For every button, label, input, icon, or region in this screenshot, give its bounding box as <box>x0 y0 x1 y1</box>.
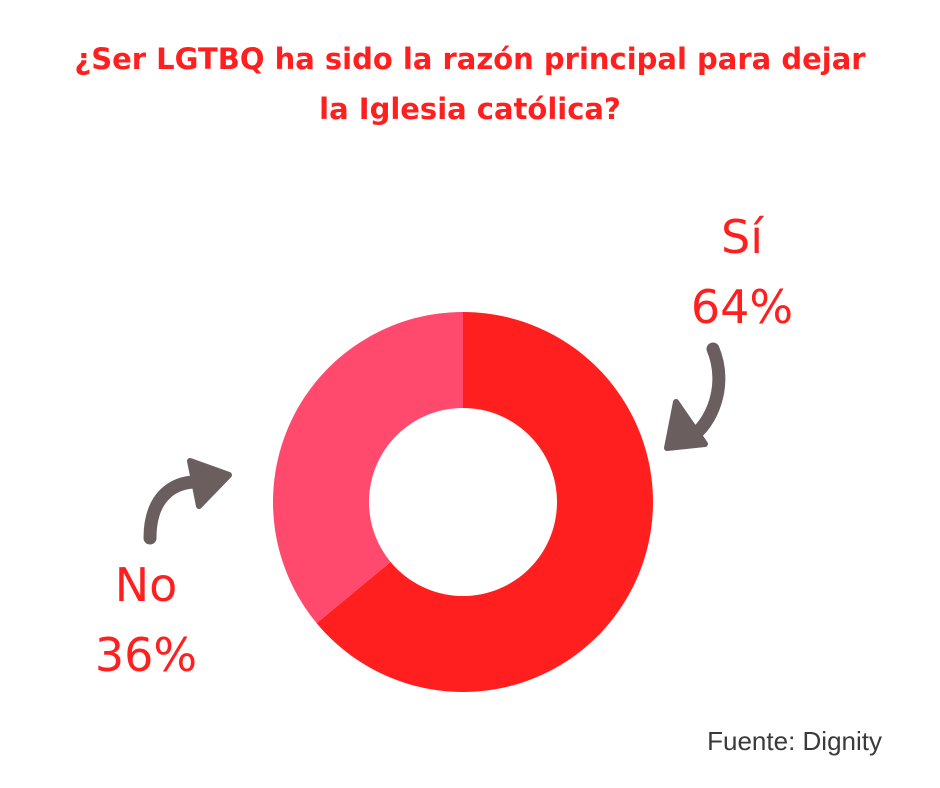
donut-slice-no <box>273 312 463 624</box>
chart-title-line-2: la Iglesia católica? <box>319 92 621 126</box>
chart-title: ¿Ser LGTBQ ha sido la razón principal pa… <box>40 34 900 134</box>
source-note: Fuente: Dignity <box>707 726 882 756</box>
no-arrow-icon <box>143 458 232 545</box>
donut-hole <box>369 408 557 596</box>
slice-label-no-name: No <box>114 558 178 612</box>
slice-label-no-value: 36% <box>94 628 198 682</box>
si-arrow-icon <box>664 342 726 451</box>
chart-title-line-1: ¿Ser LGTBQ ha sido la razón principal pa… <box>74 42 866 76</box>
slice-label-si-name: Sí <box>721 210 763 264</box>
slice-label-si: Sí 64% <box>662 202 822 342</box>
slice-label-no: No 36% <box>66 550 226 690</box>
slice-label-si-value: 64% <box>690 280 794 334</box>
